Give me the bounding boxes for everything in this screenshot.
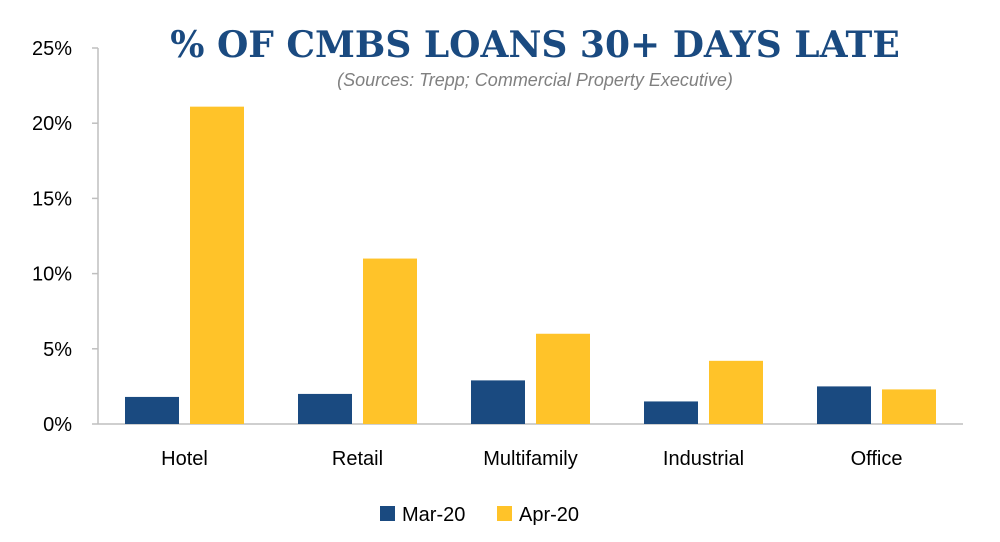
x-axis: Hotel Retail Multifamily Industrial Office [98, 423, 963, 470]
bar-apr-20-multifamily [536, 333, 590, 424]
y-tick-label: 25% [32, 38, 72, 60]
legend-label: Apr-20 [519, 504, 579, 526]
bar-apr-20-office [882, 389, 936, 424]
bar-apr-20-industrial [709, 360, 763, 424]
bar-mar-20-multifamily [471, 380, 525, 424]
y-tick-label: 5% [43, 339, 72, 361]
y-tick-label: 15% [32, 188, 72, 210]
bars [125, 106, 936, 424]
bar-apr-20-retail [363, 258, 417, 424]
x-tick-label: Retail [332, 448, 383, 470]
y-axis: 0% 5% 10% 15% 20% 25% [32, 38, 99, 436]
chart-subtitle: (Sources: Trepp; Commercial Property Exe… [337, 70, 733, 90]
legend-swatch [380, 506, 395, 521]
legend: Mar-20 Apr-20 [380, 504, 579, 526]
x-tick-label: Multifamily [483, 448, 577, 470]
bar-mar-20-hotel [125, 396, 179, 424]
bar-apr-20-hotel [190, 106, 244, 424]
bar-mar-20-industrial [644, 401, 698, 424]
legend-swatch [497, 506, 512, 521]
x-tick-label: Office [851, 448, 903, 470]
y-tick-label: 10% [32, 264, 72, 286]
bar-mar-20-retail [298, 393, 352, 424]
x-tick-label: Hotel [161, 448, 208, 470]
y-tick-label: 20% [32, 113, 72, 135]
x-tick-label: Industrial [663, 448, 744, 470]
y-tick-label: 0% [43, 414, 72, 436]
legend-label: Mar-20 [402, 504, 465, 526]
bar-mar-20-office [817, 386, 871, 424]
chart-title: % OF CMBS LOANS 30+ DAYS LATE [170, 24, 900, 66]
